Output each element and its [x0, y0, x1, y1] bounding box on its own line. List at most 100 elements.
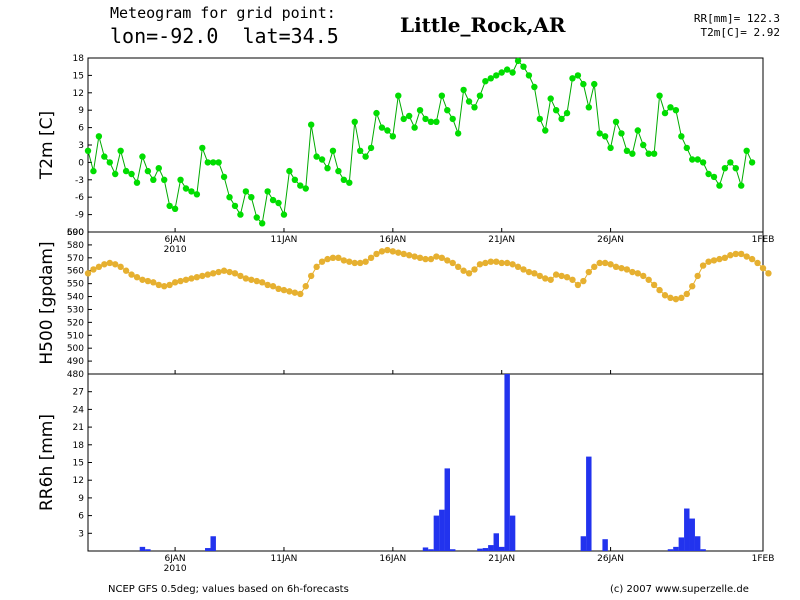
- t2m-point: [280, 211, 288, 218]
- t2m-point: [596, 130, 603, 137]
- y-tick-label: 3: [78, 141, 84, 151]
- t2m-point: [351, 118, 358, 126]
- h500-point: [650, 281, 658, 289]
- data-source-note: NCEP GFS 0.5deg; values based on 6h-fore…: [108, 584, 349, 595]
- x-tick-label: 11JAN: [271, 554, 298, 564]
- y-tick-label: 520: [67, 318, 84, 328]
- h500-point: [574, 281, 582, 289]
- t2m-point: [210, 159, 217, 166]
- rr6h-bar: [580, 536, 587, 551]
- h500-point: [324, 255, 331, 263]
- t2m-point: [563, 109, 571, 117]
- h500-point: [699, 262, 707, 269]
- h500-point: [525, 268, 533, 276]
- h500-point: [705, 258, 712, 265]
- h500-point: [607, 261, 614, 268]
- t2m-point: [226, 194, 233, 201]
- t2m-point: [291, 176, 299, 183]
- h500-point: [117, 263, 124, 271]
- h500-point: [558, 272, 565, 280]
- h500-point: [313, 263, 320, 271]
- t2m-point: [269, 196, 277, 204]
- t2m-point: [710, 173, 718, 181]
- h500-point: [618, 264, 625, 272]
- t2m-point: [106, 159, 113, 166]
- h500-point: [144, 277, 152, 285]
- t2m-point: [373, 109, 380, 117]
- t2m-point: [84, 147, 92, 154]
- t2m-point: [661, 109, 669, 117]
- y-tick-label: 9: [78, 494, 84, 504]
- h500-point: [411, 253, 418, 260]
- h500-point: [612, 263, 620, 271]
- h500-point: [231, 270, 239, 277]
- t2m-point: [705, 170, 712, 178]
- rr6h-bar: [586, 456, 592, 551]
- h500-point: [193, 273, 201, 281]
- t2m-point: [531, 83, 538, 91]
- h500-point: [264, 281, 271, 289]
- t2m-point: [340, 176, 348, 183]
- h500-point: [297, 290, 304, 298]
- t2m-point: [329, 147, 337, 154]
- h500-point: [465, 270, 473, 277]
- t2m-current: T2m[C]= 2.92: [700, 26, 780, 39]
- h500-point: [291, 289, 299, 296]
- y-axis-label: H500 [gpdam]: [37, 241, 57, 364]
- h500-point: [503, 259, 511, 267]
- t2m-point: [738, 182, 745, 189]
- h500-point: [433, 253, 440, 260]
- h500-point: [716, 255, 723, 263]
- x-tick-label: 11JAN: [271, 235, 298, 245]
- t2m-point: [144, 167, 152, 175]
- h500-point: [269, 283, 277, 290]
- t2m-point: [482, 78, 489, 85]
- h500-point: [487, 258, 495, 265]
- h500-point: [732, 250, 739, 258]
- rr6h-bar: [602, 539, 608, 551]
- t2m-point: [618, 130, 625, 137]
- t2m-point: [580, 80, 587, 88]
- t2m-point: [313, 153, 320, 160]
- x-tick-label: 6JAN: [165, 554, 186, 564]
- h500-point: [748, 255, 756, 263]
- rr6h-bar: [694, 536, 701, 551]
- rr6h-bar: [673, 546, 679, 551]
- h500-point: [346, 258, 353, 265]
- h500-point: [623, 266, 631, 273]
- t2m-point: [193, 191, 201, 198]
- h500-point: [405, 252, 413, 259]
- h500-point: [400, 250, 407, 258]
- panel-frame: [87, 373, 764, 552]
- y-tick-label: 27: [73, 388, 84, 398]
- h500-point: [765, 270, 772, 277]
- grid-point-coords: lon=-92.0 lat=34.5: [110, 24, 339, 48]
- x-tick-label: 16JAN: [379, 554, 406, 564]
- t2m-point: [253, 214, 260, 221]
- h500-point: [161, 283, 168, 290]
- h500-point: [509, 261, 516, 268]
- t2m-point: [411, 124, 418, 131]
- t2m-point: [395, 92, 402, 99]
- rr6h-bar: [210, 536, 216, 551]
- y-tick-label: 550: [67, 280, 84, 290]
- y-tick-label: 6: [78, 124, 84, 134]
- y-tick-label: -3: [75, 176, 84, 186]
- h500-point: [90, 266, 97, 273]
- y-tick-label: 15: [73, 71, 84, 81]
- h500-point: [335, 254, 342, 262]
- t2m-point: [449, 115, 456, 123]
- t2m-point: [101, 153, 108, 160]
- h500-point: [101, 261, 108, 268]
- t2m-point: [384, 127, 391, 134]
- rr6h-bar: [139, 546, 146, 551]
- h500-point: [727, 252, 734, 259]
- t2m-point: [171, 205, 179, 212]
- t2m-point: [460, 86, 467, 94]
- h500-point: [667, 294, 674, 302]
- t2m-point: [743, 147, 750, 154]
- h500-point: [493, 258, 500, 265]
- h500-point: [482, 259, 489, 267]
- t2m-point: [694, 156, 701, 163]
